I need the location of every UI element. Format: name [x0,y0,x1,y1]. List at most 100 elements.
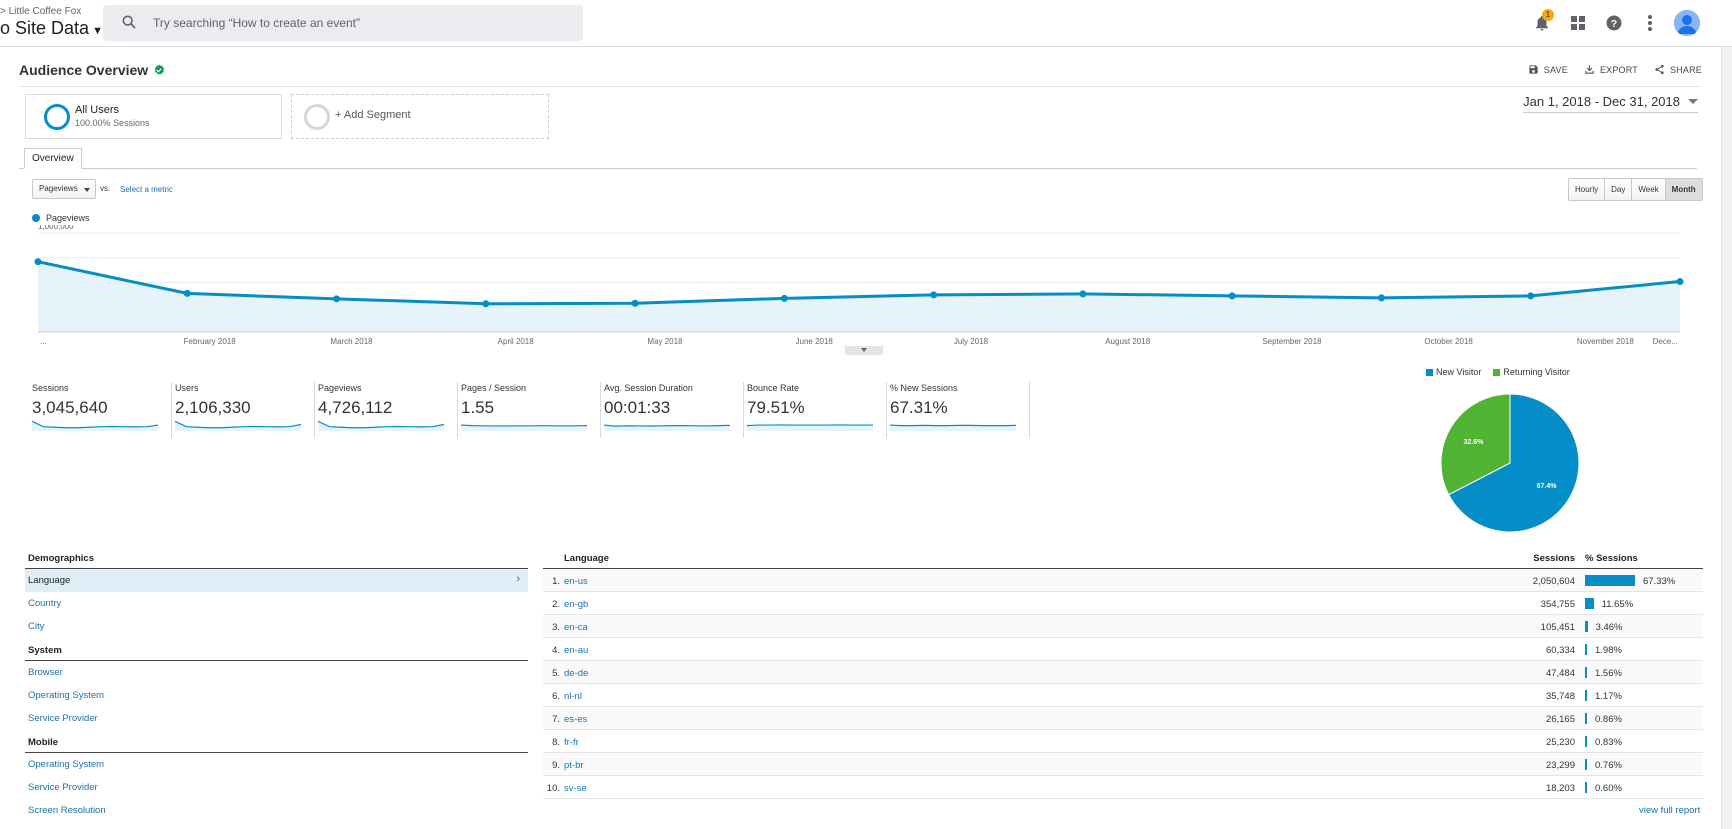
nav-item-browser[interactable]: Browser [28,667,63,678]
data-point[interactable] [930,291,938,299]
granularity-hourly[interactable]: Hourly [1569,179,1606,200]
row-rank: 8. [552,737,560,748]
language-link[interactable]: en-au [564,645,589,656]
account-avatar[interactable] [1674,10,1700,36]
metric-label: Pageviews [318,383,362,393]
collapse-chart-toggle[interactable] [845,346,883,355]
metric-card[interactable]: Sessions 3,045,640 [29,378,172,440]
data-point[interactable] [631,299,639,307]
select-metric-link[interactable]: Select a metric [120,185,173,194]
pie-slice[interactable] [1448,393,1580,533]
language-link[interactable]: pt-br [564,760,584,771]
row-pct-sessions: 0.86% [1595,714,1622,725]
metric-card[interactable]: Pageviews 4,726,112 [315,378,458,440]
export-button[interactable]: EXPORT [1584,64,1638,75]
sparkline [31,420,159,431]
granularity-week[interactable]: Week [1632,179,1666,200]
date-range-text: Jan 1, 2018 - Dec 31, 2018 [1523,94,1680,109]
nav-section-heading: System [25,645,528,661]
language-link[interactable]: en-gb [564,599,589,610]
sessions-bar [1585,575,1635,586]
sparkline-area [318,421,444,431]
tab-divider [19,168,1697,169]
metric-label: Bounce Rate [747,383,800,393]
scrollbar[interactable] [1721,47,1732,829]
x-tick-label: November 2018 [1577,337,1634,346]
x-tick-label: Dece... [1653,337,1678,346]
language-link[interactable]: en-us [564,576,588,587]
pie-slice[interactable] [1440,393,1511,496]
search-input[interactable] [153,13,573,33]
more-vert-icon[interactable] [1638,11,1662,35]
series-line-pageviews [37,260,1681,306]
metric-card[interactable]: Users 2,106,330 [172,378,315,440]
date-range-picker[interactable]: Jan 1, 2018 - Dec 31, 2018 [1523,94,1698,113]
data-point[interactable] [482,300,490,308]
row-sessions: 60,334 [1545,645,1575,656]
apps-grid-icon[interactable] [1566,11,1590,35]
sparkline [746,424,873,431]
data-point[interactable] [333,295,341,303]
data-point[interactable] [34,258,42,266]
metric-card[interactable]: % New Sessions 67.31% [887,378,1030,440]
granularity-day[interactable]: Day [1605,179,1633,200]
data-point[interactable] [780,294,788,302]
row-rank: 5. [552,668,560,679]
row-rank: 7. [552,714,560,725]
add-segment-button[interactable]: + Add Segment [291,94,549,139]
language-link[interactable]: fr-fr [564,737,579,748]
data-point[interactable] [1676,278,1684,286]
x-tick-label: ... [40,337,47,346]
search-box[interactable] [103,5,583,41]
visitor-pie-chart: 67.4% 32.6% [1440,393,1580,533]
data-point[interactable] [1079,290,1087,298]
y-tick-label: 1,000,000 [38,225,74,231]
language-link[interactable]: nl-nl [564,691,582,702]
metric-label: Sessions [32,383,69,393]
share-button[interactable]: SHARE [1654,64,1702,75]
nav-item-country[interactable]: Country [28,598,62,609]
data-point[interactable] [183,289,191,297]
metric-value: 2,106,330 [175,398,251,417]
nav-item-operating-system[interactable]: Operating System [28,690,105,701]
nav-item-operating-system[interactable]: Operating System [28,759,105,770]
x-tick-label: February 2018 [184,337,237,346]
notifications-icon[interactable]: 1 [1530,9,1554,35]
metric-card[interactable]: Pages / Session 1.55 [458,378,601,440]
granularity-month[interactable]: Month [1665,179,1702,200]
caret-down-icon: ▼ [92,25,103,37]
data-point[interactable] [1527,292,1535,300]
save-button[interactable]: SAVE [1528,64,1568,75]
tab-overview[interactable]: Overview [24,148,82,169]
language-link[interactable]: sv-se [564,783,587,794]
metric-card[interactable]: Avg. Session Duration 00:01:33 [601,378,744,440]
x-tick-label: May 2018 [647,337,683,346]
metric-divider [457,382,458,438]
nav-item-service-provider[interactable]: Service Provider [28,713,98,724]
metric-card[interactable]: Bounce Rate 79.51% [744,378,887,440]
nav-item-service-provider[interactable]: Service Provider [28,782,98,793]
language-link[interactable]: es-es [564,714,588,725]
help-icon[interactable]: ? [1602,11,1626,35]
row-rank: 3. [552,622,560,633]
language-link[interactable]: de-de [564,668,589,679]
metric-divider [743,382,744,438]
pie-legend-new: New Visitor [1426,367,1481,377]
nav-item-language[interactable]: Language [25,569,528,592]
nav-item-screen-resolution[interactable]: Screen Resolution [28,805,106,816]
header-divider [19,86,1701,87]
language-link[interactable]: en-ca [564,622,588,633]
property-selector[interactable]: o Site Data ▼ [0,18,103,39]
data-point[interactable] [1377,294,1385,302]
metric-dropdown[interactable]: Pageviews [32,179,96,199]
metric-value: 67.31% [890,398,948,417]
table-row: 2. en-gb 354,755 11.65% [543,592,1703,615]
segment-title: All Users [75,104,120,116]
view-full-report-link[interactable]: view full report [1639,805,1701,816]
row-sessions: 354,755 [1540,599,1575,610]
nav-item-city[interactable]: City [28,621,45,632]
account-breadcrumb[interactable]: > Little Coffee Fox [0,6,82,17]
metric-label: % New Sessions [890,383,958,393]
data-point[interactable] [1228,292,1236,300]
segment-all-users[interactable]: All Users 100.00% Sessions [25,94,282,139]
